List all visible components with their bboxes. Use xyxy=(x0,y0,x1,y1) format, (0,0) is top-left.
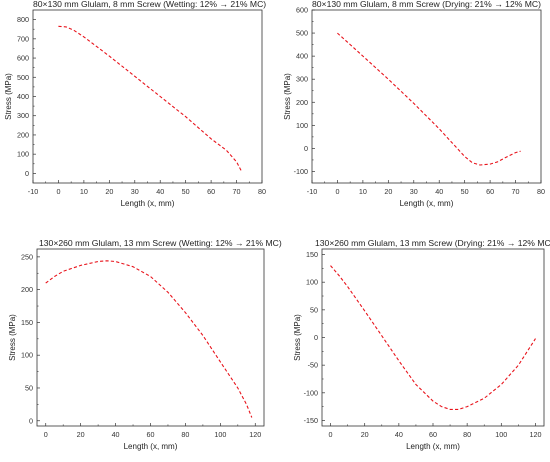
x-tick-label: 30 xyxy=(131,187,139,196)
x-tick-label: 60 xyxy=(486,187,494,196)
y-tick-label: 100 xyxy=(21,351,33,360)
y-tick-label: 800 xyxy=(17,15,29,24)
chart-panel-2: 80×130 mm Glulam, 8 mm Screw (Drying: 21… xyxy=(283,0,545,208)
x-tick-label: 0 xyxy=(44,430,48,439)
x-tick-label: 80 xyxy=(537,187,545,196)
x-tick-label: 50 xyxy=(182,187,190,196)
chart-panel-1: 80×130 mm Glulam, 8 mm Screw (Wetting: 1… xyxy=(4,0,266,208)
x-tick-label: 40 xyxy=(112,430,120,439)
x-tick-label: -10 xyxy=(307,187,317,196)
y-tick-label: 200 xyxy=(21,285,33,294)
y-tick-label: 400 xyxy=(17,92,29,101)
y-tick-label: 700 xyxy=(17,34,29,43)
y-tick-label: -100 xyxy=(294,167,308,176)
x-tick-label: 10 xyxy=(80,187,88,196)
y-tick-label: 600 xyxy=(17,54,29,63)
x-tick-label: 50 xyxy=(461,187,469,196)
plot-frame xyxy=(33,10,262,183)
x-tick-label: 30 xyxy=(410,187,418,196)
x-tick-label: 80 xyxy=(258,187,266,196)
x-tick-label: 60 xyxy=(429,430,437,439)
y-tick-label: 0 xyxy=(25,169,29,178)
y-tick-label: 500 xyxy=(296,29,308,38)
y-axis-label: Stress (MPa) xyxy=(293,314,302,361)
x-tick-label: 0 xyxy=(56,187,60,196)
x-tick-label: 40 xyxy=(395,430,403,439)
x-tick-label: 20 xyxy=(384,187,392,196)
x-tick-label: 100 xyxy=(495,430,507,439)
y-tick-label: 250 xyxy=(21,252,33,261)
y-tick-label: 100 xyxy=(306,278,318,287)
x-tick-label: 70 xyxy=(233,187,241,196)
series-line-1 xyxy=(337,33,520,165)
chart-title: 130×260 mm Glulam, 13 mm Screw (Drying: … xyxy=(315,238,550,248)
series-line-1 xyxy=(46,261,252,418)
y-tick-label: 200 xyxy=(17,130,29,139)
y-tick-label: 500 xyxy=(17,73,29,82)
x-tick-label: 100 xyxy=(214,430,226,439)
y-tick-label: 0 xyxy=(314,333,318,342)
chart-title: 130×260 mm Glulam, 13 mm Screw (Wetting:… xyxy=(39,238,282,248)
chart-title: 80×130 mm Glulam, 8 mm Screw (Wetting: 1… xyxy=(33,0,266,9)
y-axis-label: Stress (MPa) xyxy=(4,73,13,120)
x-tick-label: -10 xyxy=(28,187,38,196)
y-tick-label: 50 xyxy=(25,383,33,392)
x-tick-label: 120 xyxy=(249,430,261,439)
x-tick-label: 70 xyxy=(512,187,520,196)
plot-frame xyxy=(322,249,544,426)
x-tick-label: 0 xyxy=(335,187,339,196)
x-tick-label: 0 xyxy=(329,430,333,439)
x-axis-label: Length (x, mm) xyxy=(400,199,454,208)
chart-title: 80×130 mm Glulam, 8 mm Screw (Drying: 21… xyxy=(312,0,541,9)
y-tick-label: 150 xyxy=(21,318,33,327)
y-tick-label: 300 xyxy=(17,111,29,120)
chart-panel-3: 130×260 mm Glulam, 13 mm Screw (Wetting:… xyxy=(8,238,282,451)
y-tick-label: -50 xyxy=(308,361,318,370)
y-tick-label: 50 xyxy=(310,305,318,314)
y-tick-label: 100 xyxy=(17,150,29,159)
y-tick-label: 600 xyxy=(296,6,308,15)
y-axis-label: Stress (MPa) xyxy=(283,73,292,120)
y-tick-label: 150 xyxy=(306,250,318,259)
y-tick-label: -100 xyxy=(304,388,318,397)
x-axis-label: Length (x, mm) xyxy=(124,442,178,451)
x-tick-label: 20 xyxy=(77,430,85,439)
x-tick-label: 20 xyxy=(361,430,369,439)
x-axis-label: Length (x, mm) xyxy=(121,199,175,208)
series-line-1 xyxy=(58,26,241,171)
series-line-1 xyxy=(331,266,536,410)
y-tick-label: 100 xyxy=(296,121,308,130)
x-axis-label: Length (x, mm) xyxy=(406,442,460,451)
y-tick-label: 0 xyxy=(29,416,33,425)
plot-frame xyxy=(37,249,264,426)
x-tick-label: 120 xyxy=(529,430,541,439)
x-tick-label: 60 xyxy=(207,187,215,196)
x-tick-label: 20 xyxy=(105,187,113,196)
x-tick-label: 80 xyxy=(181,430,189,439)
y-tick-label: -150 xyxy=(304,416,318,425)
x-tick-label: 40 xyxy=(435,187,443,196)
x-tick-label: 60 xyxy=(147,430,155,439)
x-tick-label: 80 xyxy=(463,430,471,439)
x-tick-label: 40 xyxy=(156,187,164,196)
chart-panel-4: 130×260 mm Glulam, 13 mm Screw (Drying: … xyxy=(293,238,550,451)
y-tick-label: 400 xyxy=(296,52,308,61)
y-tick-label: 0 xyxy=(304,144,308,153)
y-axis-label: Stress (MPa) xyxy=(8,314,17,361)
x-tick-label: 10 xyxy=(359,187,367,196)
y-tick-label: 200 xyxy=(296,98,308,107)
y-tick-label: 300 xyxy=(296,75,308,84)
